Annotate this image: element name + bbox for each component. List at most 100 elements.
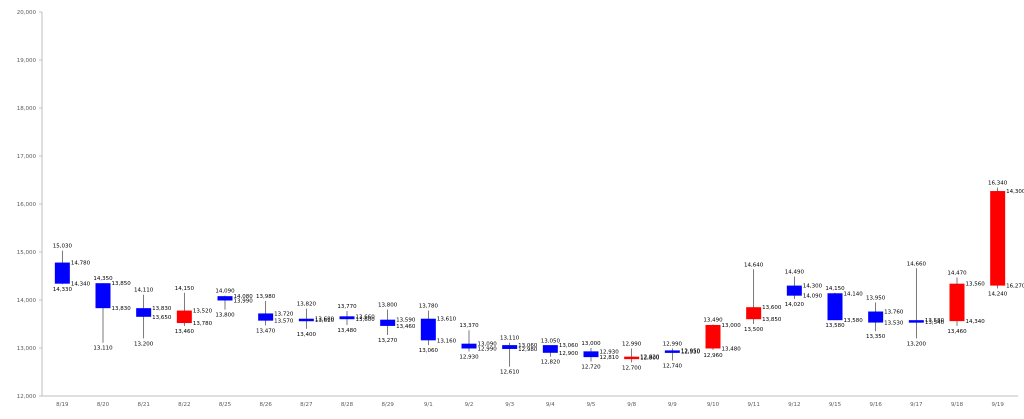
x-tick-label: 9/11 — [747, 402, 759, 408]
candle-body-up — [176, 310, 192, 324]
high-label: 14,150 — [825, 286, 845, 292]
x-axis-ticks: 8/19 8/20 8/21 8/22 8/25 8/26 8/27 8/28 8/29 9/1 9… — [56, 402, 1004, 408]
candle-body-up — [624, 356, 640, 360]
close-label: 14,090 — [803, 294, 823, 300]
x-tick-label: 9/19 — [991, 402, 1004, 408]
high-label: 13,780 — [419, 304, 439, 310]
x-tick-label: 9/5 — [587, 402, 596, 408]
open-label: 14,080 — [234, 294, 254, 300]
close-label: 13,990 — [234, 298, 254, 304]
close-label: 13,520 — [193, 309, 213, 315]
candles — [54, 187, 1006, 367]
y-tick-label: 12,000 — [17, 394, 37, 400]
candle-body-down — [502, 345, 518, 349]
open-label: 12,950 — [681, 348, 701, 354]
x-tick-label: 8/19 — [56, 402, 69, 408]
close-label: 12,930 — [681, 349, 701, 355]
candle-body-down — [827, 293, 843, 321]
high-label: 12,990 — [663, 341, 683, 347]
close-label: 14,300 — [1006, 189, 1024, 195]
x-tick-label: 9/15 — [829, 402, 842, 408]
close-label: 13,570 — [274, 319, 294, 325]
close-label: 14,340 — [71, 282, 91, 288]
y-tick-label: 16,000 — [17, 202, 37, 208]
low-label: 14,330 — [53, 287, 73, 293]
open-label: 13,580 — [925, 318, 945, 324]
open-label: 13,610 — [437, 317, 457, 323]
high-label: 13,000 — [581, 341, 601, 347]
open-label: 13,060 — [559, 343, 579, 349]
y-tick-label: 14,000 — [17, 298, 37, 304]
x-tick-label: 9/9 — [668, 402, 677, 408]
high-label: 14,150 — [175, 286, 195, 292]
open-label: 13,850 — [112, 281, 132, 287]
candle-body-down — [583, 351, 599, 358]
candle-body-up — [746, 307, 762, 320]
x-tick-label: 8/21 — [137, 402, 149, 408]
low-label: 14,020 — [785, 302, 805, 308]
low-label: 13,200 — [907, 341, 927, 347]
data-labels: 15,03014,33014,78014,34014,35013,11013,8… — [53, 181, 1024, 376]
close-label: 13,600 — [762, 305, 782, 311]
candle-body-down — [542, 345, 558, 353]
close-label: 12,810 — [600, 355, 620, 361]
high-label: 13,050 — [541, 339, 561, 345]
open-label: 13,090 — [478, 342, 498, 348]
x-tick-label: 9/10 — [707, 402, 720, 408]
candle-body-down — [664, 350, 680, 353]
candle-body-down — [461, 343, 477, 349]
candle-body-down — [868, 311, 884, 323]
close-label: 12,820 — [640, 355, 660, 361]
low-label: 12,700 — [622, 365, 642, 371]
high-label: 14,640 — [744, 262, 764, 268]
high-label: 12,990 — [622, 341, 642, 347]
low-label: 12,820 — [541, 360, 561, 366]
low-label: 13,480 — [337, 328, 357, 334]
y-tick-label: 20,000 — [17, 10, 37, 16]
high-label: 13,770 — [337, 304, 357, 310]
close-label: 12,900 — [559, 351, 579, 357]
close-label: 13,000 — [722, 323, 742, 329]
open-label: 14,140 — [844, 291, 864, 297]
y-tick-label: 15,000 — [17, 250, 37, 256]
x-tick-label: 8/28 — [341, 402, 354, 408]
high-label: 13,370 — [459, 323, 479, 329]
y-tick-label: 17,000 — [17, 154, 37, 160]
open-label: 13,060 — [518, 343, 538, 349]
close-label: 13,830 — [112, 306, 132, 312]
open-label: 12,930 — [600, 349, 620, 355]
close-label: 12,990 — [478, 346, 498, 352]
close-label: 13,600 — [356, 317, 376, 323]
open-label: 12,800 — [640, 356, 660, 362]
close-label: 12,980 — [518, 347, 538, 353]
candle-body-down — [54, 262, 70, 284]
x-tick-label: 8/27 — [300, 402, 313, 408]
open-label: 16,270 — [1006, 284, 1024, 290]
low-label: 13,060 — [419, 348, 439, 354]
open-label: 13,760 — [884, 310, 904, 316]
x-tick-label: 9/18 — [951, 402, 964, 408]
high-label: 14,110 — [134, 288, 154, 294]
candle-body-down — [258, 313, 274, 321]
low-label: 13,200 — [134, 341, 154, 347]
candle-body-down — [420, 318, 436, 341]
open-label: 14,340 — [966, 319, 986, 325]
open-label: 13,850 — [762, 317, 782, 323]
low-label: 13,800 — [215, 313, 235, 319]
y-tick-label: 18,000 — [17, 106, 37, 112]
open-label: 13,590 — [396, 318, 416, 324]
candle-body-down — [908, 320, 924, 323]
close-label: 13,160 — [437, 338, 457, 344]
candle-body-up — [705, 324, 721, 349]
x-tick-label: 9/12 — [788, 402, 800, 408]
low-label: 13,270 — [378, 338, 398, 344]
open-label: 13,720 — [274, 311, 294, 317]
candle-body-up — [990, 191, 1006, 286]
low-label: 13,400 — [297, 332, 317, 338]
close-label: 13,650 — [152, 315, 172, 321]
low-label: 12,720 — [581, 364, 601, 370]
high-label: 13,950 — [866, 295, 886, 301]
high-label: 13,490 — [703, 317, 723, 323]
x-tick-label: 9/1 — [424, 402, 433, 408]
